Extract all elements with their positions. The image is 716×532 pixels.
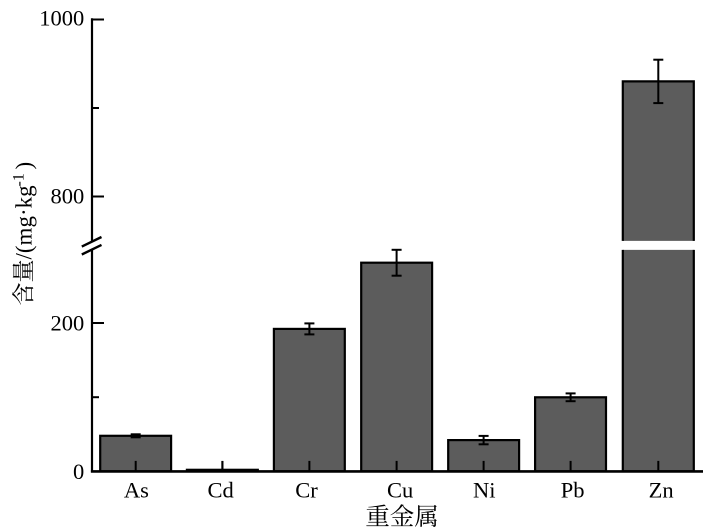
svg-text:0: 0 — [73, 459, 84, 484]
svg-text:): ) — [12, 162, 37, 170]
svg-text:/(mg·kg: /(mg·kg — [12, 185, 37, 260]
svg-text:Ni: Ni — [473, 478, 496, 503]
svg-text:800: 800 — [51, 184, 85, 209]
svg-text:As: As — [124, 478, 149, 503]
svg-text:Cd: Cd — [207, 478, 233, 503]
svg-text:1000: 1000 — [39, 6, 84, 31]
svg-text:Cr: Cr — [295, 478, 318, 503]
svg-text:Pb: Pb — [561, 478, 585, 503]
svg-text:Cu: Cu — [387, 478, 413, 503]
svg-text:Zn: Zn — [649, 478, 674, 503]
svg-text:200: 200 — [51, 311, 85, 336]
svg-text:-1: -1 — [11, 173, 28, 186]
